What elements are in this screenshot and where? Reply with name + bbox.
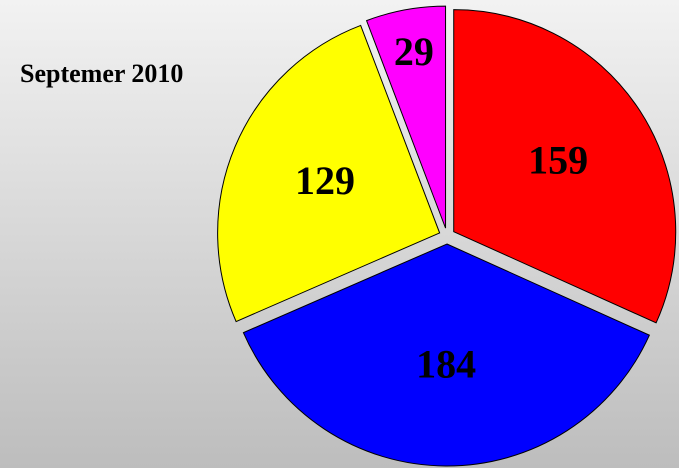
- data-label: 129: [295, 158, 355, 203]
- pie-slice: [217, 24, 441, 323]
- chart-title: Septemer 2010: [20, 59, 183, 88]
- pie-slice: [365, 5, 447, 229]
- data-label: 29: [394, 29, 434, 74]
- pie-slice: [242, 243, 651, 467]
- data-label: 184: [416, 341, 476, 386]
- pie-slice: [453, 9, 677, 324]
- data-label: 159: [528, 137, 588, 182]
